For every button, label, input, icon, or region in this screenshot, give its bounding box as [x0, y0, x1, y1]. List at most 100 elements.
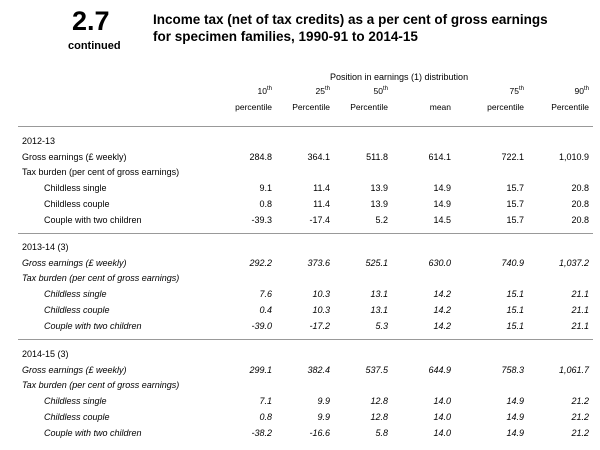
table-cell: 740.9: [501, 258, 524, 268]
column-header-number: 10: [257, 86, 267, 96]
column-header-suffix: th: [583, 86, 589, 93]
row-label: Tax burden (per cent of gross earnings): [22, 167, 180, 177]
row-label: 2012-13: [22, 136, 56, 146]
column-header-top: 75th: [464, 86, 524, 96]
column-header-label: mean: [429, 102, 451, 112]
table-cell: 525.1: [365, 258, 388, 268]
section-divider: [18, 339, 593, 340]
table-row: Childless couple 0.4 10.3 13.1 14.2 15.1 21.1: [0, 305, 600, 320]
table-cell: 9.9: [317, 412, 330, 422]
table-cell: 5.8: [375, 428, 388, 438]
table-cell: 11.4: [313, 199, 330, 209]
column-header-label: percentile: [235, 102, 272, 112]
table-cell: 644.9: [428, 365, 451, 375]
table-cell: 14.2: [433, 321, 451, 331]
column-header-suffix: th: [266, 86, 272, 93]
table-cell: 14.0: [433, 396, 451, 406]
tax-burden-heading: Tax burden (per cent of gross earnings): [0, 380, 600, 395]
table-cell: 284.8: [249, 152, 272, 162]
table-cell: 15.7: [506, 183, 524, 193]
table-row: Childless couple 0.8 11.4 13.9 14.9 15.7 20.8: [0, 199, 600, 214]
table-cell: 21.1: [571, 305, 589, 315]
column-header-suffix: th: [324, 86, 330, 93]
table-cell: 21.2: [571, 428, 589, 438]
table-cell: -39.3: [251, 215, 272, 225]
table-row: Childless single 7.1 9.9 12.8 14.0 14.9 21.2: [0, 396, 600, 411]
row-label: Couple with two children: [44, 215, 142, 225]
header-rule: [18, 126, 593, 127]
table-cell: 5.3: [375, 321, 388, 331]
row-label: Tax burden (per cent of gross earnings): [22, 380, 180, 390]
table-cell: 373.6: [307, 258, 330, 268]
section-year: 2014-15 (3): [0, 349, 600, 364]
table-cell: 1,010.9: [558, 152, 589, 162]
column-header-number: 75: [509, 86, 519, 96]
table-cell: 14.9: [506, 428, 524, 438]
table-cell: 10.3: [312, 305, 330, 315]
table-cell: 10.3: [312, 289, 330, 299]
column-header-suffix: th: [518, 86, 524, 93]
tax-burden-heading: Tax burden (per cent of gross earnings): [0, 167, 600, 182]
table-cell: 1,037.2: [558, 258, 589, 268]
table-cell: 21.1: [571, 289, 589, 299]
title-line-1: Income tax (net of tax credits) as a per…: [153, 12, 548, 27]
column-header-label: percentile: [487, 102, 524, 112]
row-label: Childless single: [44, 183, 107, 193]
table-cell: 12.8: [370, 396, 388, 406]
table-cell: 14.2: [433, 289, 451, 299]
table-cell: 9.1: [259, 183, 272, 193]
column-header-suffix: th: [382, 86, 388, 93]
table-cell: 299.1: [249, 365, 272, 375]
table-cell: 537.5: [365, 365, 388, 375]
column-header-number: 25: [315, 86, 325, 96]
table-cell: 14.9: [433, 199, 451, 209]
table-cell: 14.0: [433, 428, 451, 438]
table-cell: 364.1: [307, 152, 330, 162]
row-label: Childless couple: [44, 305, 110, 315]
table-cell: 20.8: [571, 183, 589, 193]
table-cell: 14.2: [433, 305, 451, 315]
table-cell: 14.0: [433, 412, 451, 422]
table-row: Childless single 7.6 10.3 13.1 14.2 15.1 21.1: [0, 289, 600, 304]
table-cell: 15.1: [506, 305, 524, 315]
gross-earnings-row: Gross earnings (£ weekly) 284.8 364.1 511.8…: [0, 152, 600, 167]
gross-earnings-row: Gross earnings (£ weekly) 299.1 382.4 537.5…: [0, 365, 600, 380]
table-cell: 0.8: [259, 199, 272, 209]
table-cell: 20.8: [571, 199, 589, 209]
table-row: Childless couple 0.8 9.9 12.8 14.0 14.9 21.2: [0, 412, 600, 427]
column-header-top: 50th: [328, 86, 388, 96]
table-cell: 758.3: [501, 365, 524, 375]
table-cell: 7.1: [259, 396, 272, 406]
title-line-2: for specimen families, 1990-91 to 2014-1…: [153, 29, 418, 44]
table-row: Childless single 9.1 11.4 13.9 14.9 15.7 20.8: [0, 183, 600, 198]
table-cell: -17.2: [309, 321, 330, 331]
row-label: Gross earnings (£ weekly): [22, 258, 127, 268]
table-row: Couple with two children -38.2 -16.6 5.8 14.…: [0, 428, 600, 443]
table-cell: 511.8: [366, 152, 388, 162]
section-divider: [18, 233, 593, 234]
table-cell: 15.1: [506, 321, 524, 331]
column-header-number: 50: [373, 86, 383, 96]
row-label: 2013-14 (3): [22, 242, 69, 252]
table-cell: 13.1: [370, 305, 388, 315]
table-cell: 15.7: [506, 199, 524, 209]
table-cell: 7.6: [259, 289, 272, 299]
table-cell: 21.1: [571, 321, 589, 331]
column-group-label: Position in earnings (1) distribution: [330, 72, 469, 82]
gross-earnings-row: Gross earnings (£ weekly) 292.2 373.6 525.1…: [0, 258, 600, 273]
table-cell: 13.9: [370, 199, 388, 209]
table-cell: 382.4: [307, 365, 330, 375]
table-cell: 722.1: [501, 152, 524, 162]
row-label: Couple with two children: [44, 321, 142, 331]
table-cell: 14.9: [506, 396, 524, 406]
column-header-number: 90: [574, 86, 584, 96]
table-cell: 12.8: [370, 412, 388, 422]
table-cell: 13.9: [370, 183, 388, 193]
table-cell: 1,061.7: [558, 365, 589, 375]
table-cell: 14.5: [433, 215, 451, 225]
table-cell: 15.1: [506, 289, 524, 299]
column-header-label: Percentile: [551, 102, 589, 112]
table-cell: 630.0: [428, 258, 451, 268]
table-cell: 20.8: [571, 215, 589, 225]
table-cell: 21.2: [571, 412, 589, 422]
